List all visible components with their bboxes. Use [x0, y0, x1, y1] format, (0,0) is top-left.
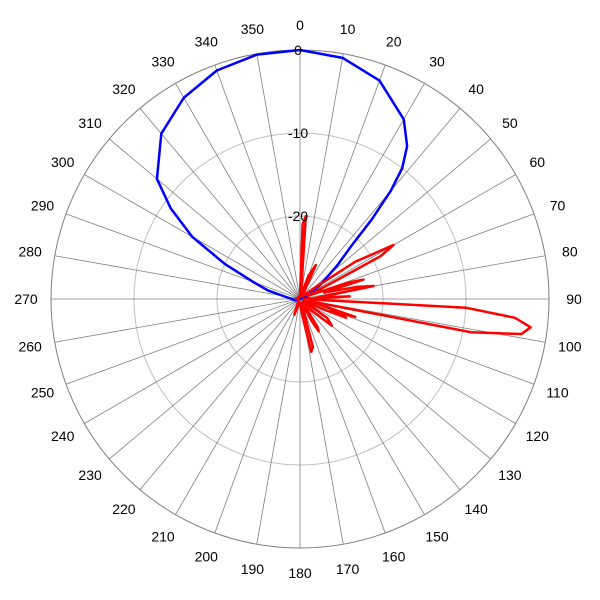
angle-tick-label: 210: [151, 528, 175, 544]
grid-spoke: [175, 298, 301, 515]
angle-tick-label: 110: [546, 385, 569, 401]
angle-tick-label: 70: [550, 197, 566, 213]
series-line-0: [155, 48, 409, 302]
series-group: [155, 48, 532, 354]
angle-tick-label: 150: [425, 528, 449, 544]
angle-tick-label: 290: [31, 197, 55, 213]
angle-tick-label: 160: [382, 548, 406, 564]
angle-tick-label: 40: [468, 81, 484, 97]
angle-tick-label: 50: [502, 115, 518, 131]
grid-spoke: [108, 298, 301, 460]
grid-spoke: [175, 83, 301, 300]
angle-tick-label: 10: [340, 21, 356, 37]
label-group: 0 10 20 30 40 50 60 70 80 90 100 110 120 130 140 150 160…: [14, 17, 582, 581]
grid-spoke: [256, 298, 301, 545]
radial-tick-label: 0: [294, 42, 302, 58]
radial-tick-label: -20: [288, 208, 308, 224]
angle-tick-label: 230: [78, 467, 102, 483]
angle-tick-label: 180: [288, 565, 312, 581]
grid-spoke: [299, 298, 425, 515]
angle-tick-label: 90: [566, 291, 582, 307]
angle-tick-label: 100: [558, 339, 582, 355]
angle-tick-label: 260: [18, 339, 42, 355]
grid-spoke: [299, 107, 461, 300]
grid-spoke: [299, 298, 461, 491]
angle-tick-label: 190: [241, 561, 265, 577]
angle-tick-label: 240: [51, 428, 75, 444]
grid-spoke: [214, 298, 301, 534]
angle-tick-label: 270: [14, 291, 38, 307]
angle-tick-label: 350: [241, 21, 265, 37]
angle-tick-label: 120: [526, 428, 550, 444]
grid-spoke: [299, 298, 386, 534]
angle-tick-label: 130: [498, 467, 522, 483]
radial-tick-label: -10: [288, 125, 308, 141]
grid-spoke: [299, 298, 516, 424]
grid-spoke: [139, 298, 301, 491]
angle-tick-label: 30: [429, 54, 445, 70]
grid-spoke: [65, 213, 301, 300]
angle-tick-label: 220: [112, 501, 136, 517]
grid-spoke: [84, 298, 301, 424]
angle-tick-label: 320: [112, 81, 136, 97]
angle-tick-label: 20: [386, 34, 402, 50]
angle-tick-label: 80: [562, 243, 578, 259]
grid-spoke: [299, 53, 344, 300]
angle-tick-label: 280: [18, 243, 42, 259]
grid-spoke: [65, 298, 301, 385]
grid-spoke: [299, 174, 516, 300]
series-line-1: [293, 214, 532, 354]
angle-tick-label: 140: [464, 501, 488, 517]
grid-spoke: [214, 64, 301, 300]
angle-tick-label: 250: [31, 385, 55, 401]
angle-tick-label: 60: [530, 154, 546, 170]
grid-spoke: [256, 53, 301, 300]
angle-tick-label: 200: [195, 548, 219, 564]
grid-spoke: [108, 138, 301, 300]
angle-tick-label: 310: [78, 115, 102, 131]
grid-spoke: [299, 64, 386, 300]
grid-spoke: [139, 107, 301, 300]
grid-spoke: [54, 298, 301, 343]
angle-tick-label: 330: [151, 54, 175, 70]
angle-tick-label: 170: [336, 561, 360, 577]
grid-spoke: [54, 255, 301, 300]
angle-tick-label: 300: [51, 154, 75, 170]
angle-tick-label: 0: [296, 17, 304, 33]
angle-tick-label: 340: [195, 34, 219, 50]
